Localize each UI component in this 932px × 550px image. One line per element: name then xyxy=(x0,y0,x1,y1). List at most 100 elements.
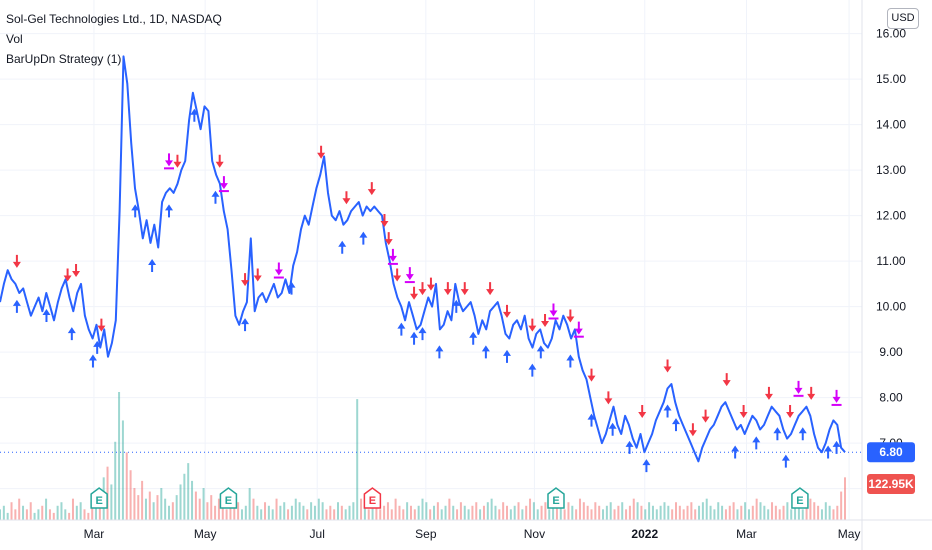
sell-signal-arrow xyxy=(426,277,435,291)
volume-bar xyxy=(717,502,720,520)
sell-signal-arrow-shape xyxy=(701,409,710,423)
volume-bar xyxy=(133,488,136,520)
volume-bar xyxy=(575,509,578,520)
volume-indicator-label[interactable]: Vol xyxy=(6,32,23,46)
volume-bar xyxy=(713,509,716,520)
volume-bar xyxy=(609,502,612,520)
volume-bar xyxy=(732,502,735,520)
sell-signal-arrow-shape xyxy=(460,282,469,296)
currency-button[interactable]: USD xyxy=(887,8,919,29)
volume-bar xyxy=(444,505,447,520)
volume-bar xyxy=(498,509,501,520)
earnings-badge-label: E xyxy=(95,495,102,507)
volume-bar xyxy=(655,509,658,520)
sell-signal-arrow-shape xyxy=(97,318,106,332)
x-tick-label: Jul xyxy=(310,527,325,541)
earnings-badge-label: E xyxy=(552,495,559,507)
y-tick-label: 11.00 xyxy=(876,254,905,268)
volume-bar xyxy=(206,502,209,520)
volume-bar xyxy=(118,392,121,520)
volume-bar xyxy=(110,484,113,520)
volume-bar xyxy=(778,509,781,520)
exit-signal-marker xyxy=(387,248,398,265)
volume-bar xyxy=(502,502,505,520)
exit-signal-marker xyxy=(404,267,415,284)
buy-signal-arrow xyxy=(608,422,617,436)
volume-bar xyxy=(740,505,743,520)
buy-signal-arrow xyxy=(241,318,250,332)
time-axis[interactable]: Mar May Jul Sep Nov 2022 Mar May xyxy=(0,519,932,541)
sell-signal-arrow xyxy=(739,405,748,419)
volume-bar xyxy=(164,498,167,520)
volume-bars xyxy=(0,392,846,520)
volume-bar xyxy=(475,502,478,520)
sell-signal-arrow-shape xyxy=(253,268,262,282)
volume-bar xyxy=(37,509,40,520)
sell-signal-arrow-shape xyxy=(12,254,21,268)
volume-bar xyxy=(2,505,5,520)
buy-signal-arrow xyxy=(536,345,545,359)
volume-bar xyxy=(517,502,520,520)
exit-signal-bar xyxy=(573,335,584,338)
volume-bar xyxy=(202,488,205,520)
volume-bar xyxy=(91,505,94,520)
volume-bar xyxy=(648,502,651,520)
volume-bar xyxy=(640,505,643,520)
exit-signal-marker xyxy=(573,321,584,338)
volume-bar xyxy=(721,505,724,520)
sell-signal-arrow-shape xyxy=(63,268,72,282)
volume-bar xyxy=(18,498,21,520)
buy-signal-arrow-shape xyxy=(410,331,419,345)
buy-signal-arrow xyxy=(481,345,490,359)
buy-signal-arrow-shape xyxy=(435,345,444,359)
buy-signal-arrow xyxy=(752,436,761,450)
volume-bar xyxy=(409,505,412,520)
volume-bar xyxy=(525,505,528,520)
buy-signal-arrow-shape xyxy=(88,354,97,368)
volume-bar xyxy=(398,505,401,520)
volume-bar xyxy=(690,502,693,520)
buy-signal-arrow xyxy=(566,354,575,368)
volume-bar xyxy=(160,488,163,520)
volume-bar xyxy=(824,502,827,520)
volume-bar xyxy=(786,502,789,520)
volume-bar xyxy=(828,505,831,520)
buy-signal-arrow-shape xyxy=(148,258,157,272)
volume-bar xyxy=(340,505,343,520)
volume-bar xyxy=(156,495,159,520)
sell-signal-arrow-shape xyxy=(380,213,389,227)
price-label-box xyxy=(867,442,915,463)
sell-signal-arrow-shape xyxy=(503,304,511,318)
volume-bar xyxy=(578,498,581,520)
volume-bar xyxy=(747,509,750,520)
volume-bar xyxy=(68,512,71,520)
symbol-title[interactable]: Sol-Gel Technologies Ltd., 1D, NASDAQ xyxy=(6,12,222,26)
strategy-indicator-label[interactable]: BarUpDn Strategy (1) xyxy=(6,52,122,66)
volume-bar xyxy=(433,505,436,520)
volume-bar xyxy=(521,509,524,520)
price-axis[interactable]: 6.007.008.009.0010.0011.0012.0013.0014.0… xyxy=(861,0,906,550)
volume-bar xyxy=(440,509,443,520)
volume-bar xyxy=(744,502,747,520)
volume-bar xyxy=(306,509,309,520)
volume-bar xyxy=(782,505,785,520)
buy-signal-arrow xyxy=(418,327,427,341)
chart-legend: Sol-Gel Technologies Ltd., 1D, NASDAQ Vo… xyxy=(6,9,222,69)
volume-bar xyxy=(141,480,144,520)
volume-bar xyxy=(678,505,681,520)
buy-signal-arrow-shape xyxy=(469,331,478,345)
x-tick-label: Mar xyxy=(736,527,757,541)
buy-signal-arrow-shape xyxy=(211,190,220,204)
sell-signal-arrow-shape xyxy=(72,263,81,277)
volume-bar xyxy=(337,502,339,520)
buy-signal-arrow-shape xyxy=(832,440,841,454)
buy-signal-arrow-shape xyxy=(190,108,199,122)
volume-bar xyxy=(805,505,808,520)
buy-signal-arrow xyxy=(781,454,790,468)
buy-signal-arrow-shape xyxy=(781,454,790,468)
volume-bar xyxy=(636,502,639,520)
volume-bar xyxy=(456,509,459,520)
volume-bar xyxy=(87,512,90,520)
exit-signal-shape xyxy=(405,267,414,281)
